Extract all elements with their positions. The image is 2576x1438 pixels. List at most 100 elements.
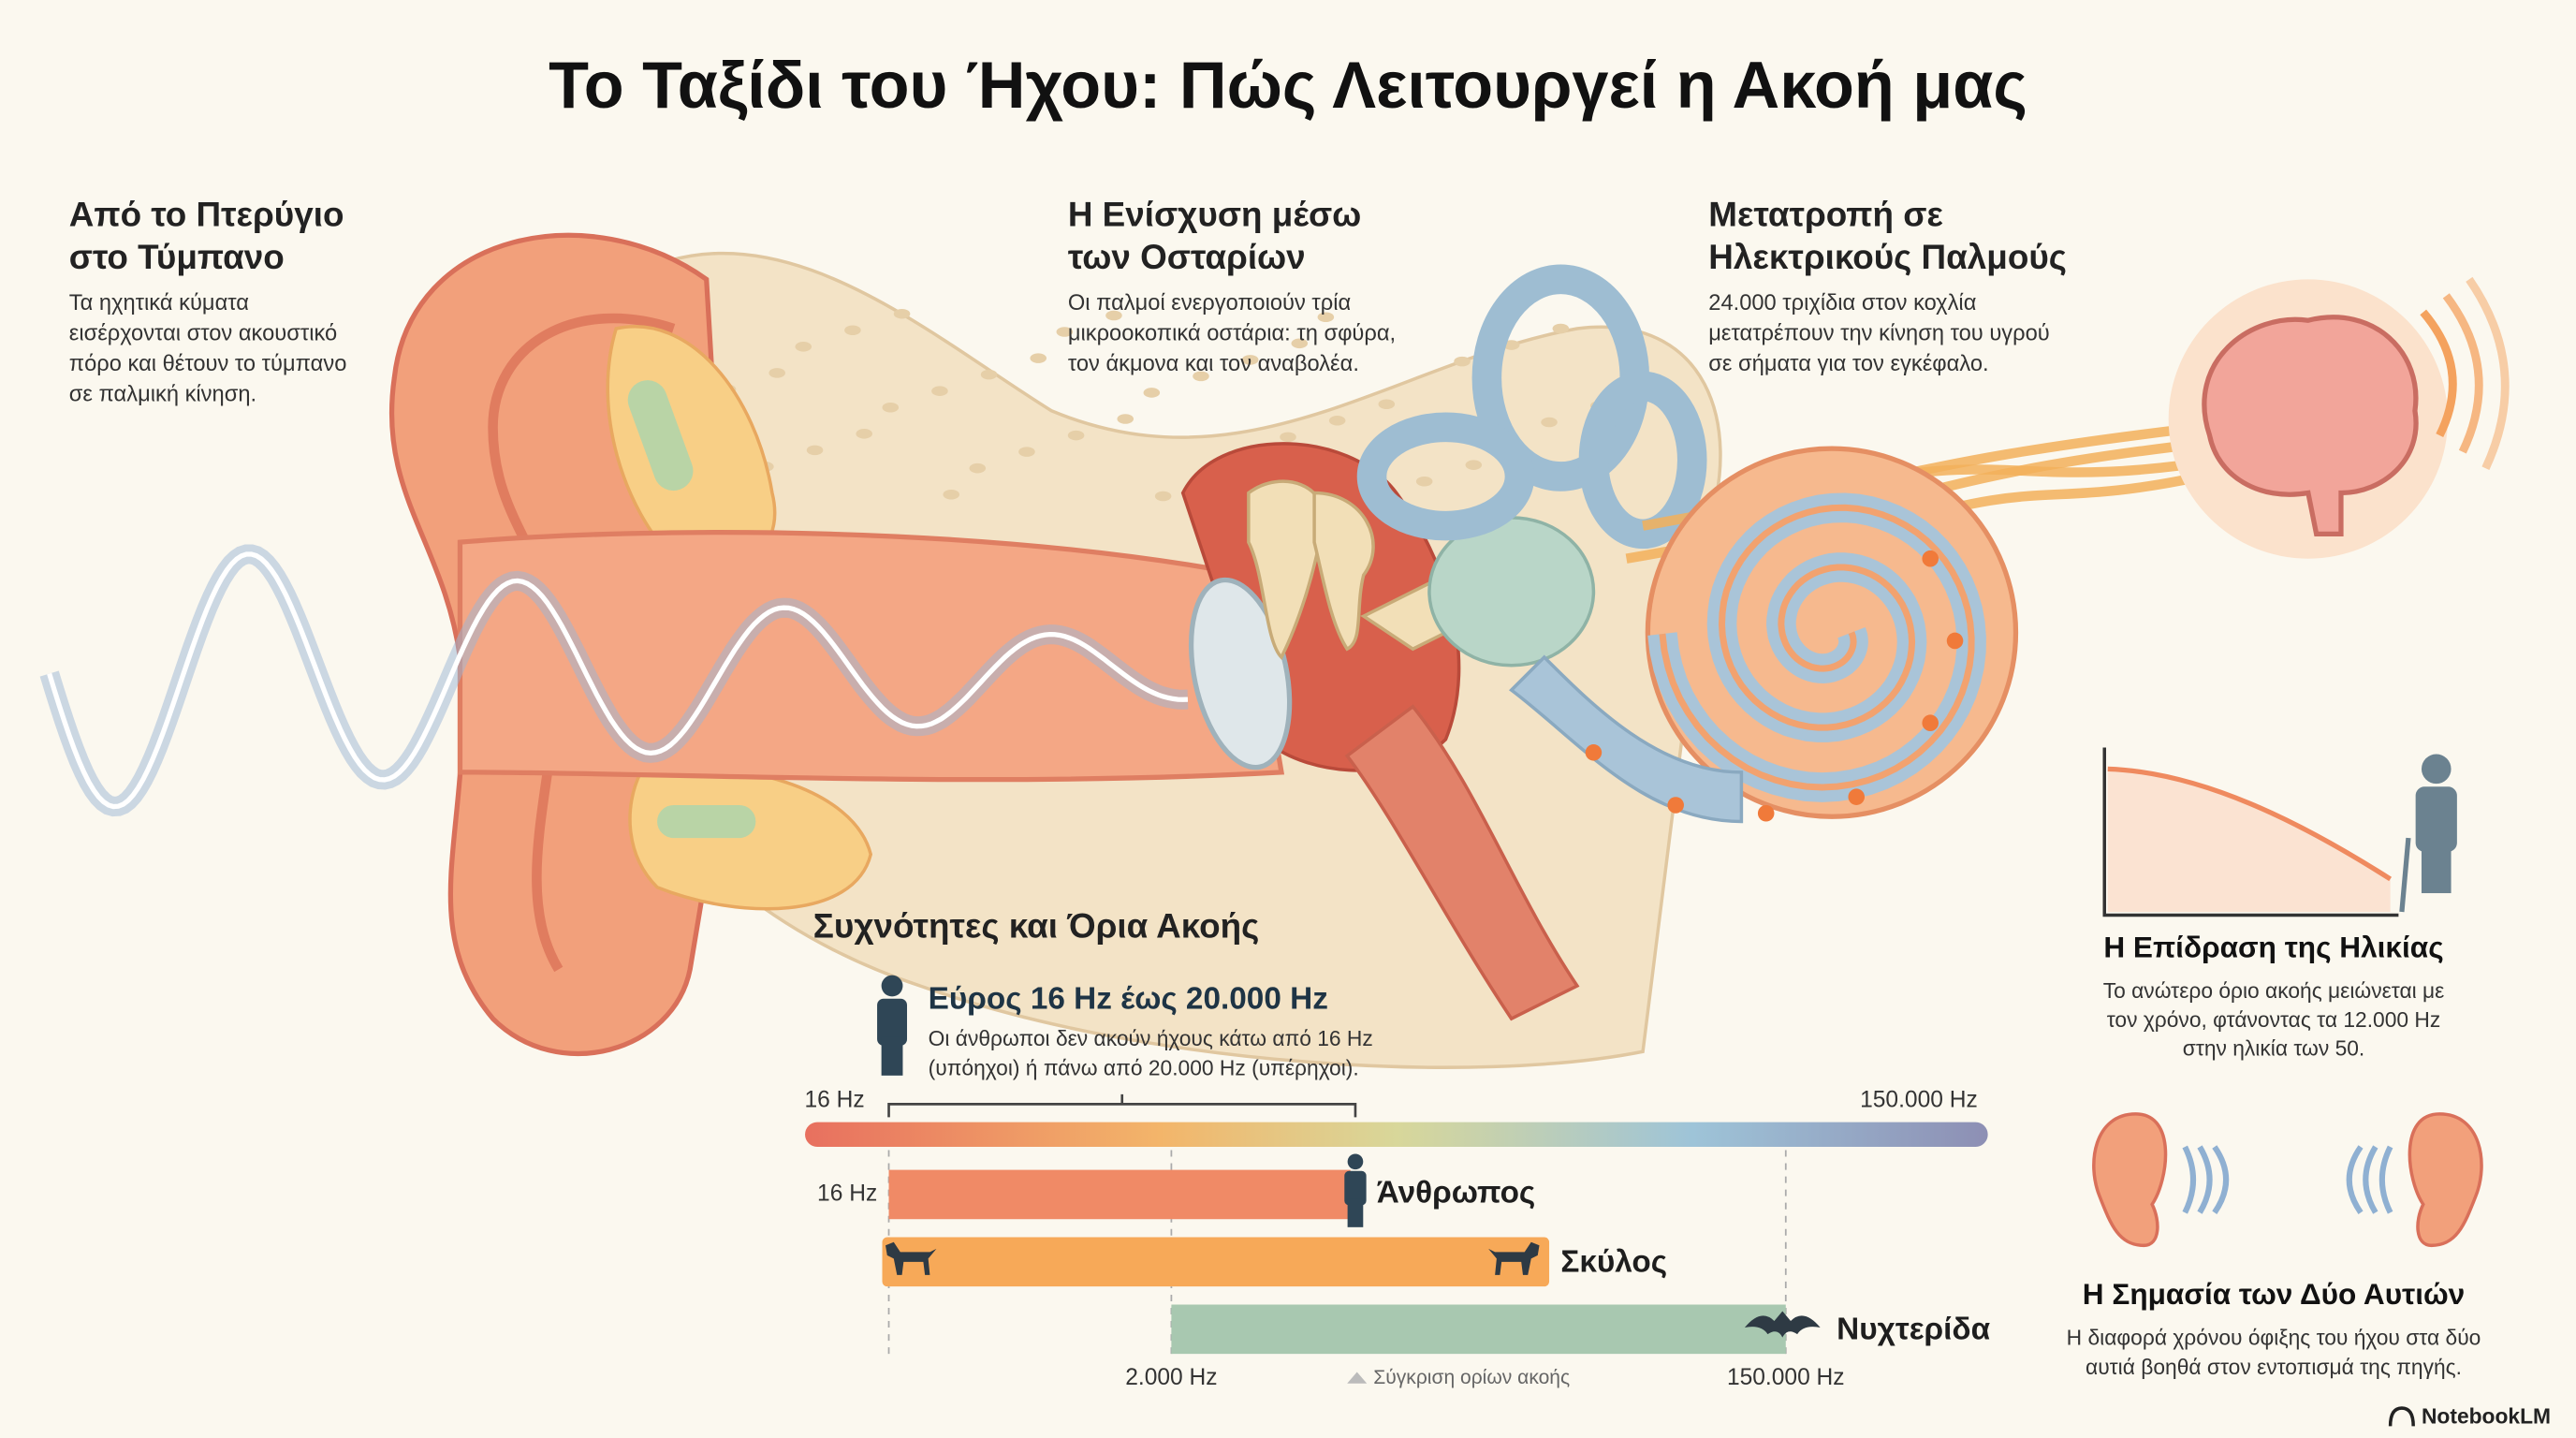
nerve-node bbox=[1757, 804, 1775, 822]
range-body: (υπόηχοι) ή πάνω από 20.000 Hz (υπέρηχοι… bbox=[929, 1056, 1359, 1080]
age-body: Το ανώτερο όριο ακοής μειώνεται με bbox=[2103, 978, 2445, 1003]
section-heading: Η Ενίσχυση μέσω bbox=[1068, 195, 1361, 233]
bone-pore bbox=[768, 368, 785, 378]
range-bracket bbox=[887, 1093, 1357, 1118]
malleus bbox=[1247, 479, 1325, 660]
bone-pore bbox=[1541, 417, 1558, 428]
nerve-node bbox=[1585, 744, 1603, 761]
bone-pore bbox=[893, 308, 911, 319]
human-icon bbox=[2421, 840, 2452, 894]
scale-label: 16 Hz bbox=[805, 1087, 865, 1112]
sound-arc bbox=[2442, 293, 2483, 454]
nerve-node bbox=[1848, 788, 1866, 805]
ear-canal bbox=[457, 530, 1285, 783]
human-icon bbox=[1347, 1153, 1364, 1170]
human-icon bbox=[1347, 1198, 1364, 1227]
human-icon bbox=[881, 1036, 903, 1076]
title: Το Ταξίδι του Ήχου: Πώς Λειτουργεί η Ακο… bbox=[549, 48, 2027, 122]
scale-label: 150.000 Hz bbox=[1860, 1087, 1978, 1112]
bat-icon bbox=[1744, 1311, 1821, 1338]
bone-pore bbox=[1291, 338, 1309, 349]
nerve-node bbox=[1922, 550, 1939, 567]
nerve-node bbox=[1922, 714, 1939, 731]
bone-pore bbox=[1317, 312, 1335, 322]
gland bbox=[657, 804, 756, 839]
bone-pore bbox=[1030, 353, 1047, 363]
section-heading: Από το Πτερύγιο bbox=[69, 195, 344, 233]
section-body: εισέρχονται στον ακουστικό bbox=[69, 321, 337, 345]
human-icon bbox=[1344, 1170, 1367, 1206]
human-icon bbox=[2421, 754, 2452, 785]
section-heading: των Οσταρίων bbox=[1068, 238, 1306, 276]
two-ears-heading: Η Σημασία των Δύο Αυτιών bbox=[2083, 1277, 2465, 1311]
caption-icon bbox=[1347, 1372, 1368, 1384]
cochlea-base bbox=[1509, 654, 1744, 824]
ear-icon bbox=[2408, 1112, 2483, 1248]
bone-pore bbox=[1328, 416, 1346, 426]
bone-pore bbox=[1552, 323, 1570, 334]
bone-pore bbox=[1056, 327, 1074, 337]
section-body: Οι παλμοί ενεργοποιούν τρία bbox=[1068, 291, 1352, 315]
brand: NotebookLM bbox=[2422, 1404, 2551, 1429]
sound-arc bbox=[2182, 1145, 2196, 1214]
age-axes bbox=[2102, 747, 2399, 917]
species-label: Νυχτερίδα bbox=[1837, 1312, 1990, 1346]
section-heading: στο Τύμπανο bbox=[69, 238, 285, 276]
two-ears-body: αυτιά βοηθά στον εντοπισμά της πηγής. bbox=[2086, 1355, 2462, 1379]
sound-arc bbox=[2363, 1145, 2378, 1214]
bar-label: 2.000 Hz bbox=[1125, 1365, 1217, 1390]
bone-pore bbox=[844, 325, 861, 336]
frequency-heading: Συχνότητες και Όρια Ακοής bbox=[813, 906, 1260, 945]
sound-wave bbox=[47, 551, 1189, 810]
section-body: μετατρέπουν την κίνηση του υγρού bbox=[1708, 321, 2049, 345]
bone-pore bbox=[1241, 355, 1259, 365]
bat-range bbox=[1171, 1304, 1786, 1355]
bone-pore bbox=[1415, 476, 1433, 487]
dog-range bbox=[882, 1237, 1550, 1287]
sound-arc bbox=[2466, 276, 2510, 471]
dog-icon bbox=[886, 1241, 937, 1275]
semicircular-canal bbox=[1356, 412, 1535, 541]
sound-arc bbox=[2197, 1145, 2213, 1214]
bone-pore bbox=[1154, 491, 1172, 502]
bone-pore bbox=[1018, 447, 1035, 457]
section-body: μικροοκοπικά οστάρια: τη σφύρα, bbox=[1068, 321, 1396, 345]
bone-pore bbox=[1117, 414, 1134, 424]
section-heading: Ηλεκτρικούς Παλμούς bbox=[1708, 238, 2067, 276]
bone-pore bbox=[1378, 399, 1396, 410]
age-body: τον χρόνο, φτάνοντας τα 12.000 Hz bbox=[2107, 1007, 2441, 1032]
bone-pore bbox=[969, 462, 987, 474]
gland bbox=[627, 380, 694, 492]
age-heading: Η Επίδραση της Ηλικίας bbox=[2103, 931, 2443, 964]
caption: Σύγκριση ορίων ακοής bbox=[1373, 1367, 1570, 1388]
bone-pore bbox=[1454, 356, 1471, 367]
species-label: Άνθρωπος bbox=[1377, 1176, 1536, 1211]
cane bbox=[2399, 837, 2411, 913]
age-curve bbox=[2107, 766, 2393, 882]
sound-arc bbox=[2346, 1145, 2364, 1214]
nerve-node bbox=[1667, 797, 1684, 814]
age-body: στην ηλικία των 50. bbox=[2183, 1035, 2365, 1060]
eustachian-tube bbox=[1344, 704, 1580, 1021]
bone-pore bbox=[943, 489, 959, 500]
section-body: πόρο και θέτουν το τύμπανο bbox=[69, 352, 347, 376]
ear-icon bbox=[2092, 1112, 2168, 1248]
bone-pore bbox=[806, 445, 824, 456]
bone-pore bbox=[1502, 340, 1520, 350]
bone-pore bbox=[1280, 432, 1296, 443]
bone-pore bbox=[931, 386, 948, 396]
incus bbox=[1312, 491, 1375, 652]
sound-arc bbox=[2212, 1145, 2230, 1214]
range-title: Εύρος 16 Hz έως 20.000 Hz bbox=[929, 982, 1328, 1017]
two-ears-body: Η διαφορά χρόνου όφιξης του ήχου στα δύο bbox=[2067, 1325, 2481, 1349]
bone-pore bbox=[1465, 460, 1483, 470]
sound-arc bbox=[2378, 1145, 2393, 1214]
human-icon bbox=[877, 998, 908, 1046]
age-area bbox=[2107, 769, 2391, 913]
dog-icon bbox=[1488, 1241, 1540, 1275]
section-body: Τα ηχητικά κύματα bbox=[69, 291, 250, 315]
section-body: τον άκμονα και τον αναβολέα. bbox=[1068, 352, 1359, 376]
bone-pore bbox=[856, 429, 872, 439]
